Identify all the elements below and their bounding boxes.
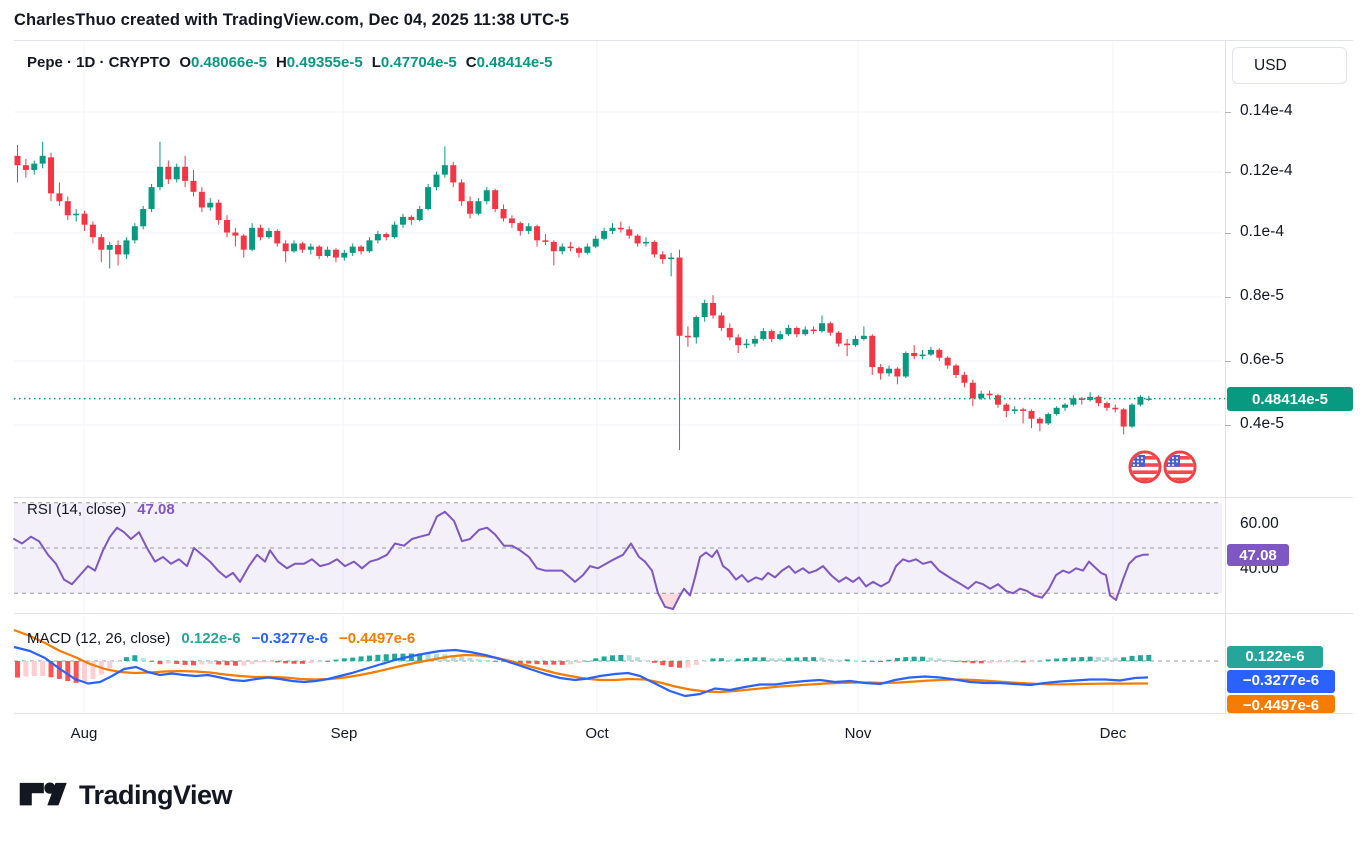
price-scale-label: 0.12e-4 bbox=[1240, 162, 1293, 179]
currency-toggle-button[interactable]: USD bbox=[1232, 47, 1347, 84]
rsi-scale-label: 60.00 bbox=[1240, 515, 1279, 532]
ohlc-c: C0.48414e-5 bbox=[465, 54, 553, 71]
macd-badge: −0.3277e-6 bbox=[1227, 670, 1335, 693]
rsi-value: 47.08 bbox=[137, 501, 175, 518]
rsi-label[interactable]: RSI (14, close) bbox=[27, 501, 127, 518]
macd-legend: MACD (12, 26, close) 0.122e-6 −0.3277e-6−… bbox=[27, 630, 415, 647]
tradingview-logo[interactable]: TradingView bbox=[18, 779, 233, 811]
symbol-legend: Pepe · 1D · CRYPTO O0.48066e-5 H0.49355e-… bbox=[27, 54, 553, 71]
attribution-text: CharlesThuo created with TradingView.com… bbox=[14, 11, 569, 29]
macd-label[interactable]: MACD (12, 26, close) bbox=[27, 630, 171, 647]
price-scale-label: 0.6e-5 bbox=[1240, 351, 1284, 368]
tradingview-mark-icon bbox=[19, 782, 67, 806]
macd-badge: 0.122e-6 bbox=[1227, 646, 1323, 668]
price-tick bbox=[1225, 112, 1231, 113]
ohlc-o: O0.48066e-5 bbox=[179, 54, 267, 71]
us-flag-icon[interactable] bbox=[1163, 450, 1197, 484]
price-scale-label: 0.8e-5 bbox=[1240, 287, 1284, 304]
macd-indicator-pane[interactable] bbox=[0, 615, 1225, 713]
time-scale-label-aug: Aug bbox=[70, 725, 98, 742]
time-scale-label-dec: Dec bbox=[1099, 725, 1127, 742]
ohlc-l: L0.47704e-5 bbox=[371, 54, 457, 71]
macd-legend-value: −0.3277e-6 bbox=[251, 630, 328, 647]
price-rsi-separator[interactable] bbox=[14, 497, 1353, 498]
price-chart-pane[interactable] bbox=[0, 40, 1225, 497]
rsi-legend: RSI (14, close) 47.08 bbox=[27, 501, 175, 518]
timescale-separator bbox=[14, 713, 1353, 714]
price-tick bbox=[1225, 297, 1231, 298]
macd-legend-value: −0.4497e-6 bbox=[338, 630, 416, 647]
macd-legend-values: 0.122e-6 −0.3277e-6 −0.4497e-6 bbox=[181, 630, 415, 647]
rsi-indicator-pane[interactable] bbox=[0, 497, 1225, 613]
price-tick bbox=[1225, 361, 1231, 362]
symbol-title[interactable]: Pepe · 1D · CRYPTO bbox=[27, 54, 171, 71]
price-tick bbox=[1225, 233, 1231, 234]
rsi-value-badge: 47.08 bbox=[1227, 544, 1289, 566]
last-price-badge: 0.48414e-5 bbox=[1227, 387, 1353, 411]
rsi-macd-separator[interactable] bbox=[14, 613, 1353, 614]
time-scale-label-oct: Oct bbox=[585, 725, 609, 742]
macd-legend-value: 0.122e-6 bbox=[181, 630, 241, 647]
time-scale-label-sep: Sep bbox=[330, 725, 358, 742]
macd-badge: −0.4497e-6 bbox=[1227, 695, 1335, 713]
price-scale-label: 0.4e-5 bbox=[1240, 415, 1284, 432]
price-scale-label: 0.14e-4 bbox=[1240, 102, 1293, 119]
pricescale-separator bbox=[1225, 40, 1226, 713]
brand-name: TradingView bbox=[79, 779, 233, 810]
us-flag-icon[interactable] bbox=[1128, 450, 1162, 484]
ohlc-values: O0.48066e-5 H0.49355e-5 L0.47704e-5 C0.4841… bbox=[179, 54, 552, 71]
time-scale-label-nov: Nov bbox=[844, 725, 872, 742]
price-tick bbox=[1225, 172, 1231, 173]
currency-label: USD bbox=[1254, 56, 1287, 74]
price-tick bbox=[1225, 425, 1231, 426]
price-scale-label: 0.1e-4 bbox=[1240, 223, 1284, 240]
event-markers bbox=[1128, 450, 1197, 484]
ohlc-h: H0.49355e-5 bbox=[275, 54, 363, 71]
chart-top-border bbox=[14, 40, 1353, 41]
